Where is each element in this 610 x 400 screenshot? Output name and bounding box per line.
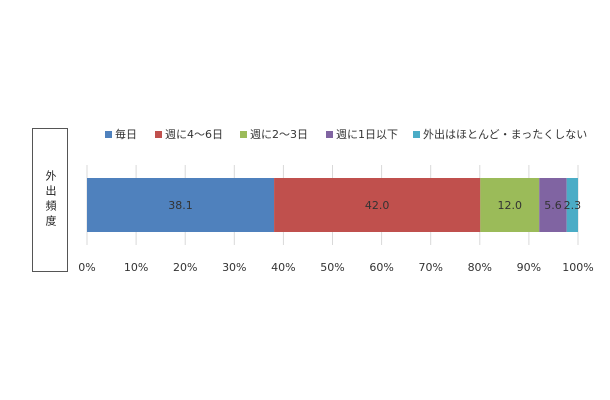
- bar-segment: [480, 178, 540, 232]
- x-tick-label: 80%: [468, 261, 492, 274]
- legend-label: 外出はほとんど・まったくしない: [423, 127, 587, 141]
- x-tick-label: 50%: [320, 261, 344, 274]
- data-label: 42.0: [365, 199, 390, 212]
- x-tick-label: 30%: [222, 261, 246, 274]
- bar-segment: [566, 178, 578, 232]
- bar-segment: [87, 178, 275, 232]
- legend-swatch: [105, 131, 112, 138]
- legend-label: 毎日: [115, 128, 137, 141]
- legend-label: 週に4～6日: [165, 128, 223, 141]
- bar-segment: [274, 178, 481, 232]
- legend-swatch: [326, 131, 333, 138]
- x-tick-label: 60%: [369, 261, 393, 274]
- legend-label: 週に1日以下: [336, 128, 398, 141]
- x-tick-label: 20%: [173, 261, 197, 274]
- data-label: 38.1: [168, 199, 193, 212]
- data-label: 2.3: [564, 199, 582, 212]
- legend-label: 週に2～3日: [250, 128, 308, 141]
- category-label: 外出頻度: [44, 170, 57, 230]
- x-tick-label: 90%: [517, 261, 541, 274]
- legend-swatch: [240, 131, 247, 138]
- legend-swatch: [413, 131, 420, 138]
- data-label: 12.0: [498, 199, 523, 212]
- x-tick-label: 10%: [124, 261, 148, 274]
- category-box: 外出頻度: [32, 128, 68, 272]
- x-tick-label: 40%: [271, 261, 295, 274]
- x-tick-label: 100%: [562, 261, 593, 274]
- data-label: 5.6: [544, 199, 562, 212]
- x-tick-label: 0%: [78, 261, 95, 274]
- x-tick-label: 70%: [418, 261, 442, 274]
- legend-swatch: [155, 131, 162, 138]
- bar-segment: [539, 178, 567, 232]
